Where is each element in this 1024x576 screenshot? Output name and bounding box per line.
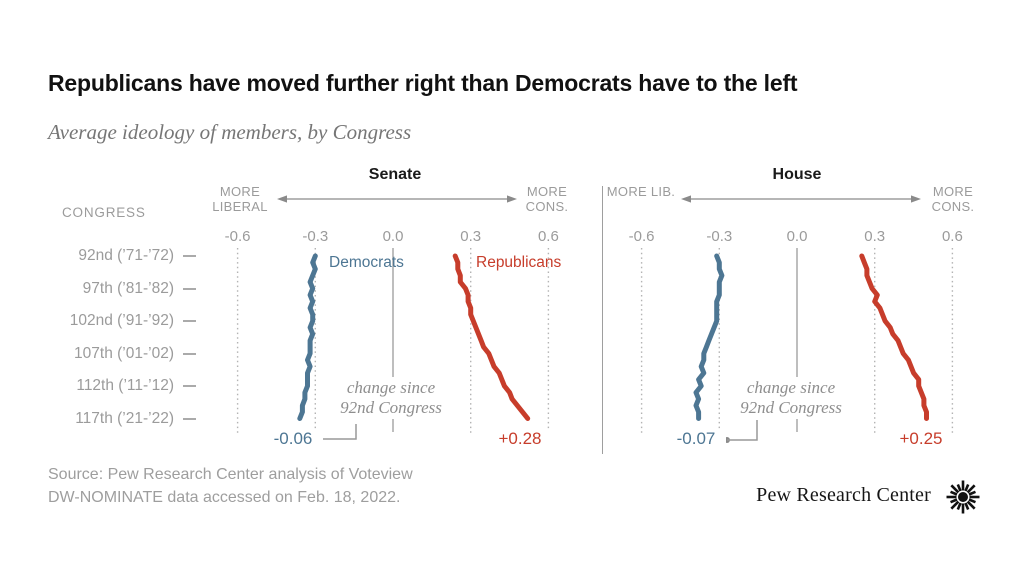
- source-note: Source: Pew Research Center analysis of …: [48, 463, 413, 509]
- senate-plot: [236, 248, 550, 442]
- axis-tick-label: 0.3: [460, 228, 482, 245]
- series-line-republicans: [859, 253, 929, 421]
- axis-tick-label: -0.6: [224, 228, 251, 245]
- axis-tick-label: -0.3: [302, 228, 329, 245]
- axis-tick-label: 0.0: [382, 228, 404, 245]
- house-series-lines: [693, 253, 929, 421]
- house-republican-change-value: +0.25: [891, 429, 951, 449]
- congress-row: 107th (’01-’02): [36, 345, 196, 363]
- senate-republican-change-value: +0.28: [490, 429, 550, 449]
- house-value-axis-ticks: -0.6 -0.3 0.0 0.3 0.6: [628, 228, 965, 245]
- axis-direction-arrow: [277, 195, 517, 203]
- axis-tick-label: 0.6: [537, 228, 559, 245]
- congress-row-label: 102nd (’91-’92): [69, 312, 174, 329]
- congress-row-label: 92nd (’71-’72): [78, 247, 174, 264]
- axis-direction-arrow: [681, 195, 921, 203]
- senate-more-liberal-label: MORE LIBERAL: [212, 184, 268, 214]
- panel-divider: [602, 186, 603, 454]
- house-plot: [640, 248, 954, 443]
- series-line-republicans: [452, 253, 531, 421]
- page-subtitle: Average ideology of members, by Congress: [48, 120, 412, 144]
- congress-row-label: 112th (’11-’12): [76, 377, 174, 394]
- series-line-democrats: [693, 253, 725, 421]
- senate-more-conservative-label: MORE CONS.: [525, 184, 569, 214]
- page-title: Republicans have moved further right tha…: [48, 70, 798, 96]
- axis-tick-label: 0.3: [864, 228, 886, 245]
- row-tick-dash: [183, 255, 196, 257]
- senate-change-annotation: change since 92nd Congress: [335, 377, 447, 419]
- congress-row-label: 97th (’81-’82): [82, 279, 174, 297]
- congress-row-label: 117th (’21-’22): [75, 409, 174, 427]
- legend-republicans: Republicans: [476, 254, 562, 271]
- pew-logo-text: Pew Research Center: [756, 484, 931, 506]
- row-tick-dash: [183, 320, 196, 322]
- legend-democrats: Democrats: [329, 254, 404, 271]
- axis-tick-label: -0.6: [628, 228, 655, 245]
- congress-row-label: 107th (’01-’02): [74, 344, 174, 362]
- house-panel-title: House: [772, 166, 822, 183]
- senate-democrat-change-value: -0.06: [263, 429, 323, 449]
- house-democrat-change-value: -0.07: [666, 429, 726, 449]
- axis-tick-label: 0.6: [941, 228, 963, 245]
- source-line-1: Source: Pew Research Center analysis of …: [48, 466, 413, 483]
- row-tick-dash: [183, 385, 196, 387]
- axis-tick-label: -0.3: [706, 228, 733, 245]
- row-tick-dash: [183, 287, 196, 290]
- row-tick-dash: [183, 352, 196, 355]
- congress-row: 92nd (’71-’72): [36, 247, 196, 265]
- senate-value-axis-ticks: -0.6 -0.3 0.0 0.3 0.6: [224, 228, 561, 245]
- row-tick-dash: [183, 417, 196, 420]
- senate-panel-title: Senate: [368, 166, 422, 183]
- house-more-conservative-label: MORE CONS.: [931, 184, 975, 214]
- house-more-liberal-label: MORE LIB.: [606, 184, 676, 199]
- source-line-2: DW-NOMINATE data accessed on Feb. 18, 20…: [48, 489, 401, 506]
- congress-row: 97th (’81-’82): [36, 280, 196, 298]
- change-connector: [724, 420, 758, 443]
- house-change-annotation: change since 92nd Congress: [735, 377, 847, 419]
- congress-axis-heading: CONGRESS: [62, 205, 146, 220]
- congress-row: 117th (’21-’22): [36, 410, 196, 428]
- congress-row: 112th (’11-’12): [36, 377, 196, 395]
- congress-row: 102nd (’91-’92): [36, 312, 196, 330]
- series-line-democrats: [297, 253, 318, 421]
- senate-series-lines: [297, 253, 531, 421]
- pew-starburst-icon: [946, 480, 980, 514]
- axis-tick-label: 0.0: [786, 228, 808, 245]
